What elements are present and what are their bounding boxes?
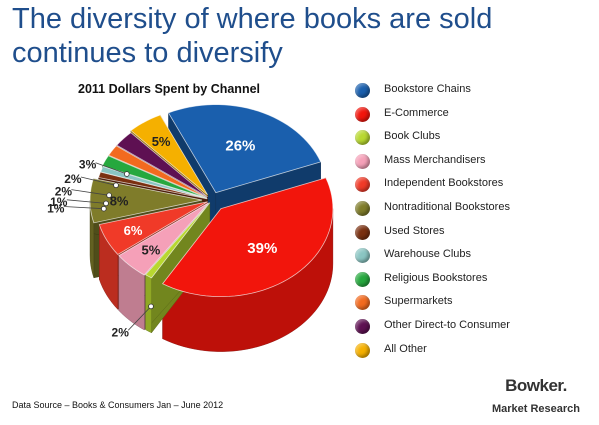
pie-slice-top-supermarkets	[108, 145, 208, 198]
pie-leader-line-book-clubs	[127, 306, 152, 331]
brand-name: Bowker.	[505, 376, 567, 395]
legend-label: Religious Bookstores	[384, 271, 488, 284]
legend-swatch	[355, 248, 370, 264]
pie-label-warehouse-clubs: 1%	[50, 195, 68, 209]
pie-label-all-other: 5%	[152, 134, 171, 149]
pie-label-religious-bookstores: 2%	[55, 185, 73, 199]
legend-swatch	[355, 201, 370, 216]
pie-leader-dot-book-clubs	[148, 303, 154, 310]
pie-leader-dot-used-stores	[101, 205, 107, 212]
legend-swatch	[355, 106, 370, 122]
legend-swatch	[355, 271, 370, 287]
pie-slice-top-nontraditional-bookstores	[89, 178, 203, 224]
pie-slice-top-all-other	[130, 114, 208, 196]
legend-swatch	[355, 153, 370, 169]
pie-label-used-stores: 1%	[47, 202, 65, 216]
slide-title: The diversity of where books are sold co…	[12, 3, 493, 69]
pie-slice-top-independent-bookstores	[98, 201, 208, 255]
pie-chart: 26%39%2%5%6%8%1%1%2%2%3%5%	[47, 104, 334, 352]
legend-swatch	[355, 319, 370, 334]
chart-title: 2011 Dollars Spent by Channel	[78, 82, 261, 96]
pie-label-nontraditional-bookstores: 8%	[110, 194, 129, 209]
legend-label: Bookstore Chains	[384, 83, 471, 95]
pie-label-bookstore-chains: 26%	[225, 137, 255, 154]
legend-swatch	[355, 130, 370, 146]
legend-label: E-Commerce	[384, 106, 449, 119]
legend-swatch	[355, 295, 370, 311]
pie-leader-line-used-stores	[63, 206, 104, 210]
pie-label-book-clubs: 2%	[112, 325, 130, 339]
legend-label: Used Stores	[384, 224, 445, 237]
legend-swatch	[355, 177, 370, 193]
pie-slice-top-bookstore-chains	[167, 104, 322, 194]
brand-subtitle: Market Research	[491, 403, 581, 415]
legend-label: Other Direct-to Consumer	[384, 319, 510, 331]
legend-label: Nontraditional Bookstores	[384, 201, 510, 213]
pie-slice-top-used-stores	[98, 171, 208, 200]
pie-slice-top-book-clubs	[144, 202, 211, 279]
pie-label-supermarkets: 2%	[64, 172, 82, 186]
legend-swatch	[355, 83, 370, 98]
pie-slice-top-mass-merchandisers	[118, 202, 209, 276]
pie-label-independent-bookstores: 6%	[124, 223, 143, 238]
pie-slice-top-e-commerce	[161, 177, 334, 298]
pie-tops	[89, 104, 334, 298]
pie-leader-dot-religious-bookstores	[106, 192, 112, 199]
pie-leader-line-warehouse-clubs	[66, 199, 107, 204]
pie-leader-dot-supermarkets	[113, 182, 119, 189]
legend-swatch	[355, 342, 370, 358]
legend-label: Independent Bookstores	[384, 177, 504, 190]
pie-leader-line-religious-bookstores	[71, 189, 110, 196]
legend-label: All Other	[384, 342, 427, 355]
pie-leader-line-other-direct-to-consumer	[95, 162, 127, 175]
pie-label-e-commerce: 39%	[247, 240, 277, 257]
pie-leader-dot-warehouse-clubs	[103, 200, 109, 207]
pie-leader-line-supermarkets	[80, 176, 117, 186]
legend-label: Mass Merchandisers	[384, 153, 486, 166]
legend-label: Warehouse Clubs	[384, 248, 472, 261]
legend-swatch	[355, 224, 370, 240]
pie-slice-top-other-direct-to-consumer	[116, 132, 208, 198]
pie-leader-dot-other-direct-to-consumer	[124, 171, 130, 177]
legend-label: Supermarkets	[384, 295, 453, 308]
source-note: Data Source – Books & Consumers Jan – Ju…	[12, 400, 224, 410]
pie-label-other-direct-to-consumer: 3%	[79, 158, 97, 172]
pie-label-mass-merchandisers: 5%	[142, 243, 161, 258]
legend-label: Book Clubs	[384, 130, 441, 143]
pie-labels: 26%39%2%5%6%8%1%1%2%2%3%5%	[47, 134, 277, 339]
